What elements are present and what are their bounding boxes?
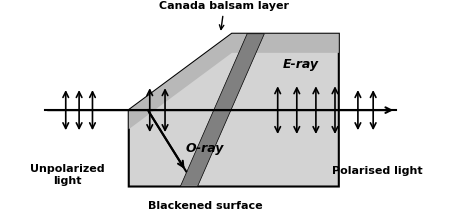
Text: Blackened surface: Blackened surface (148, 201, 262, 211)
Polygon shape (129, 34, 339, 129)
Text: E-ray: E-ray (283, 58, 319, 71)
Text: Unpolarized
light: Unpolarized light (30, 164, 105, 186)
Text: Canada balsam layer: Canada balsam layer (159, 1, 289, 29)
Text: O-ray: O-ray (186, 142, 225, 155)
Polygon shape (180, 34, 264, 187)
Text: Polarised light: Polarised light (332, 166, 422, 176)
Polygon shape (129, 34, 339, 187)
